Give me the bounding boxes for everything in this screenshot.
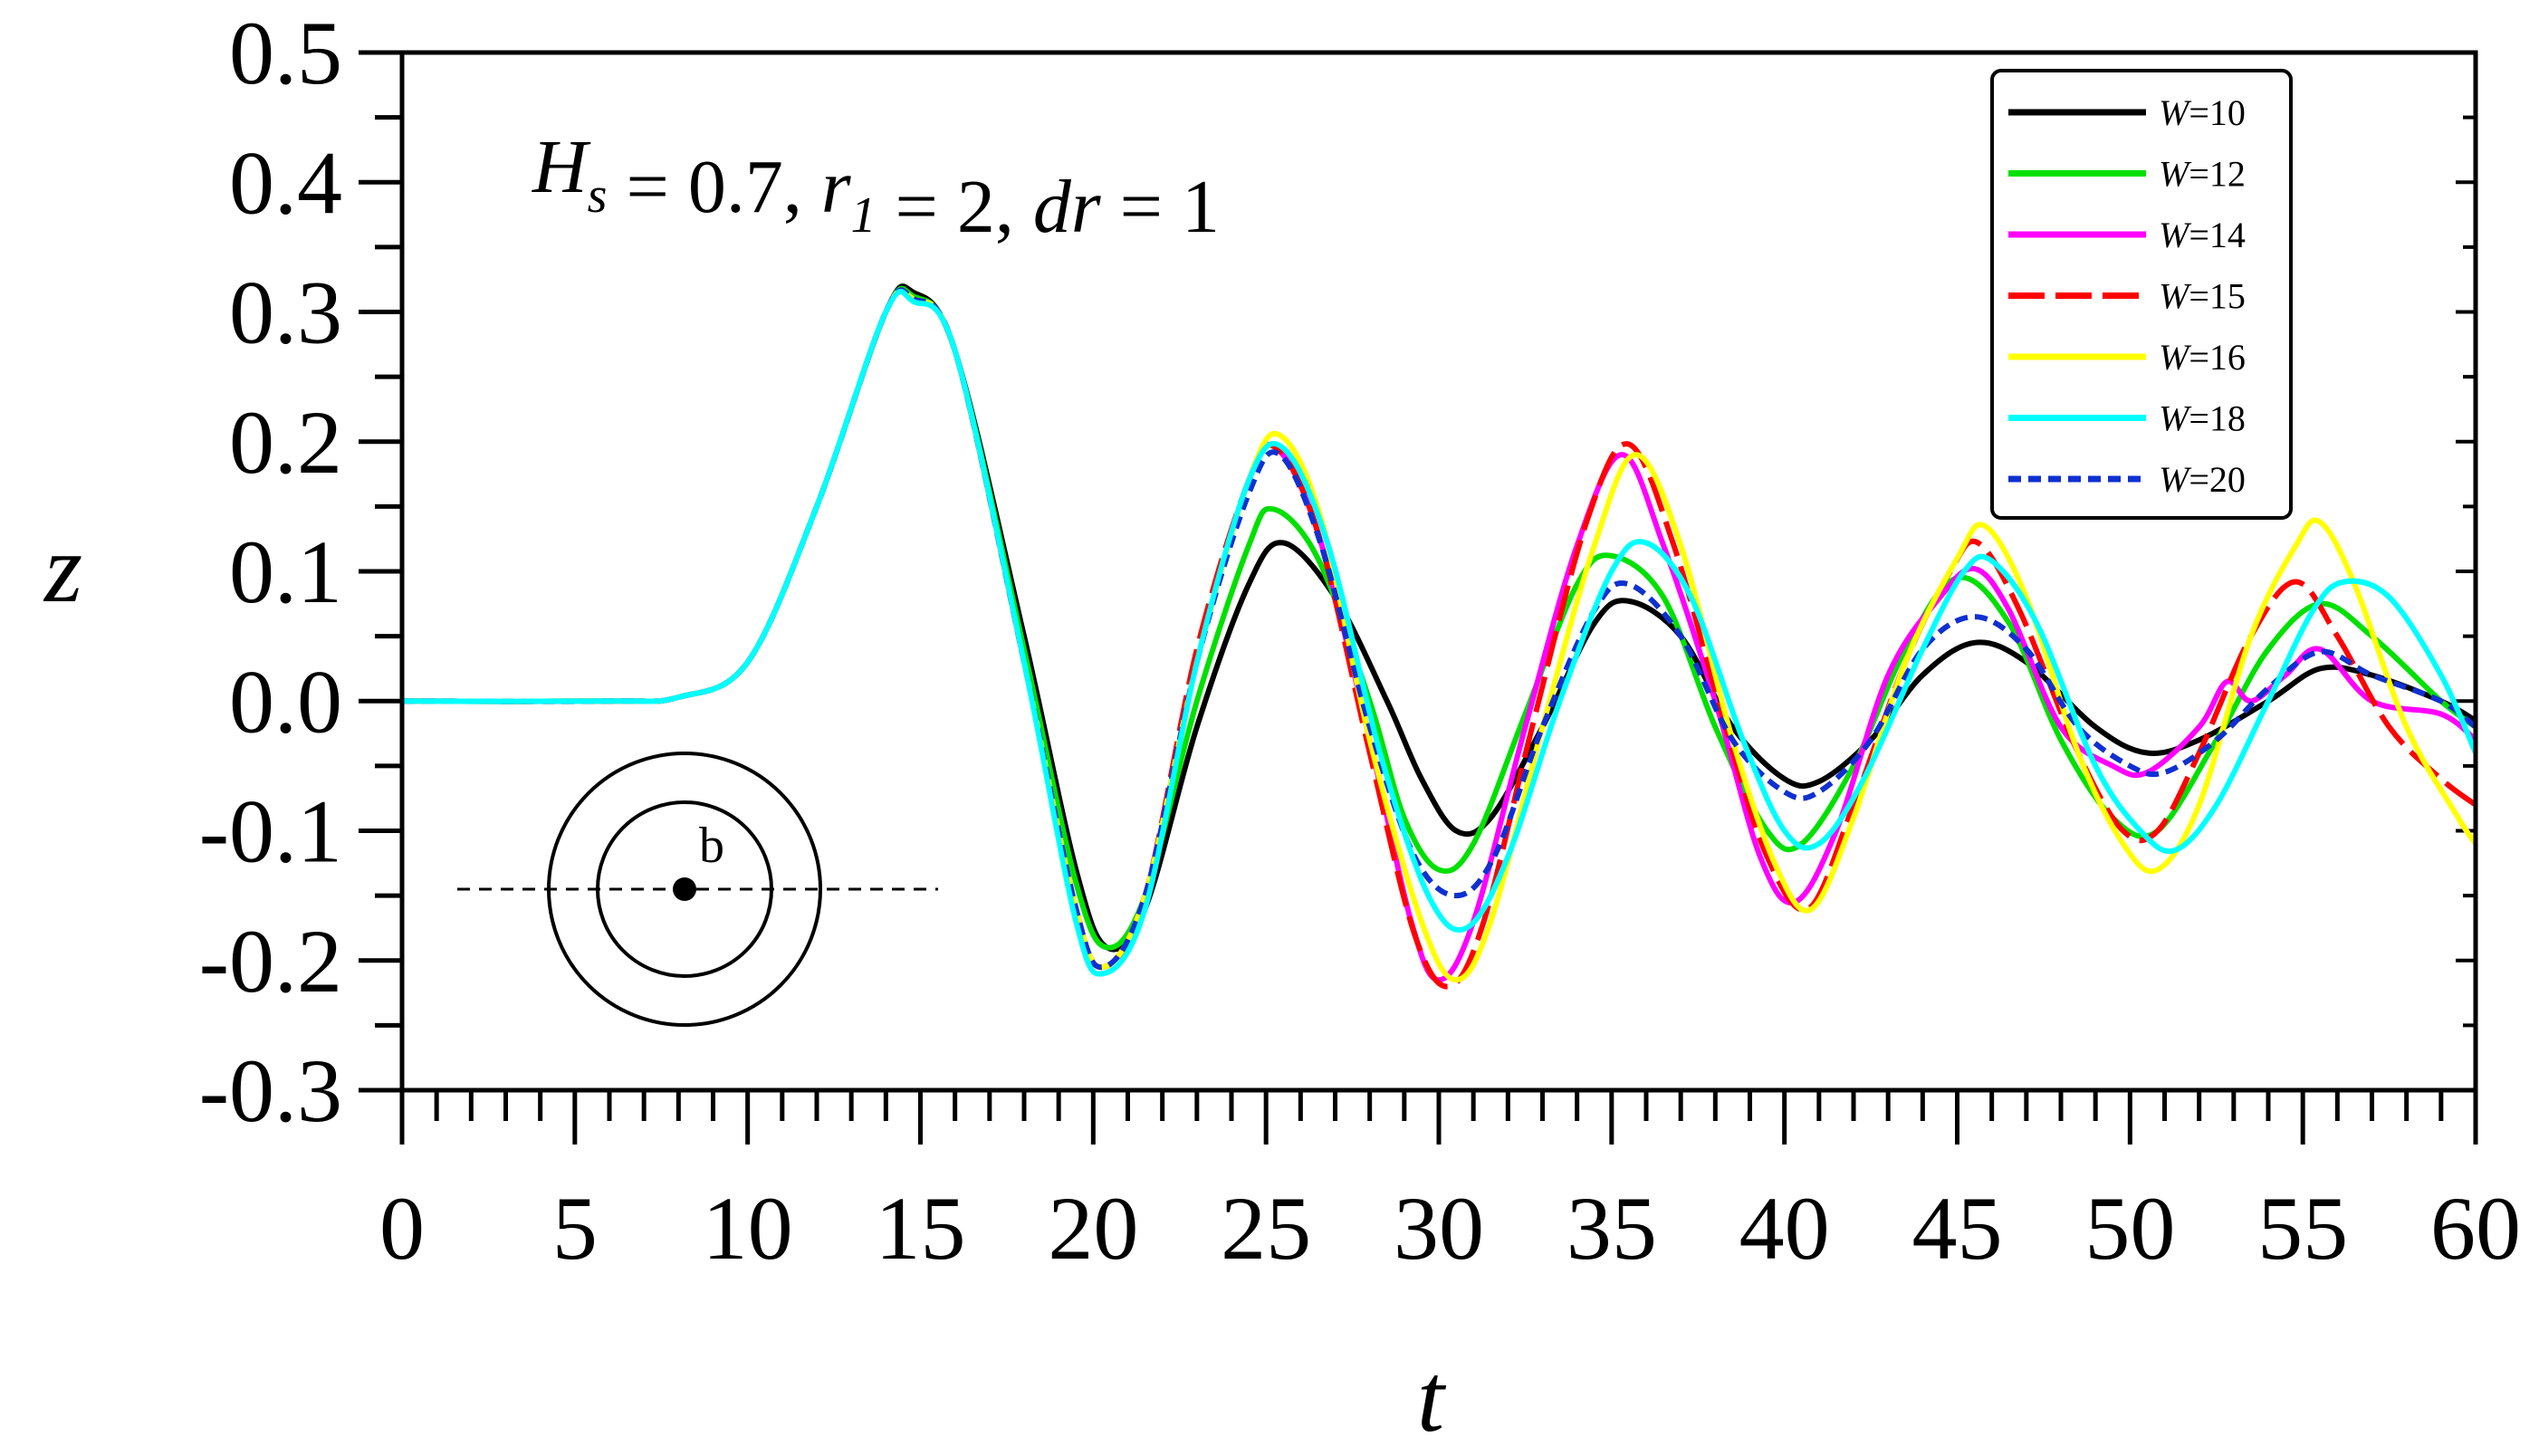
x-tick-label: 55 [2257,1178,2348,1279]
x-tick-label: 60 [2430,1178,2521,1279]
legend-label: W=18 [2159,398,2246,439]
x-tick-label: 5 [552,1178,598,1279]
y-tick-label: 0.2 [229,392,342,493]
x-tick-label: 45 [1912,1178,2003,1279]
inset-point-label: b [699,818,724,874]
y-tick-label: 0.5 [229,3,342,103]
inset-point-marker [673,877,696,901]
y-tick-label: -0.3 [199,1040,342,1141]
series-lines [402,283,2476,990]
legend-box [1990,69,2293,520]
x-tick-label: 40 [1739,1178,1830,1279]
legend-label: W=20 [2159,459,2246,500]
y-axis-title: z [43,515,82,623]
legend: W=10 W=12 W=14 W=15 W=16 W=18 W=20 [1990,69,2293,520]
x-tick-label: 0 [379,1178,425,1279]
plot-frame [399,50,2478,1093]
legend-label: W=10 [2159,92,2246,133]
x-axis-title: t [1417,1345,1447,1452]
legend-label: W=15 [2159,276,2246,317]
x-tick-label: 25 [1221,1178,1311,1279]
y-tick-label: -0.1 [199,781,342,882]
axis-tick-labels: 0 5 10 15 20 25 30 35 40 45 50 55 60 -0.3 -0.2 -0.1 0.0 0… [199,3,2521,1279]
series-line-w18 [402,288,2476,977]
y-tick-label: 0.3 [229,263,342,363]
x-tick-label: 10 [703,1178,793,1279]
x-tick-label: 35 [1567,1178,1657,1279]
parameter-annotation: Hs = 0.7, r1 = 2, dr = 1 [532,125,1220,249]
legend-label: W=16 [2159,337,2246,378]
y-tick-label: 0.1 [229,522,342,622]
x-tick-label: 50 [2084,1178,2175,1279]
axis-ticks [359,50,2478,1145]
legend-label: W=12 [2159,154,2246,195]
x-tick-label: 15 [876,1178,966,1279]
y-tick-label: 0.0 [229,651,342,752]
y-tick-label: -0.2 [199,911,342,1011]
inset-diagram: b [457,752,938,1027]
y-tick-label: 0.4 [229,132,342,233]
legend-label: W=14 [2159,215,2246,255]
x-tick-label: 20 [1048,1178,1138,1279]
x-tick-label: 30 [1394,1178,1484,1279]
